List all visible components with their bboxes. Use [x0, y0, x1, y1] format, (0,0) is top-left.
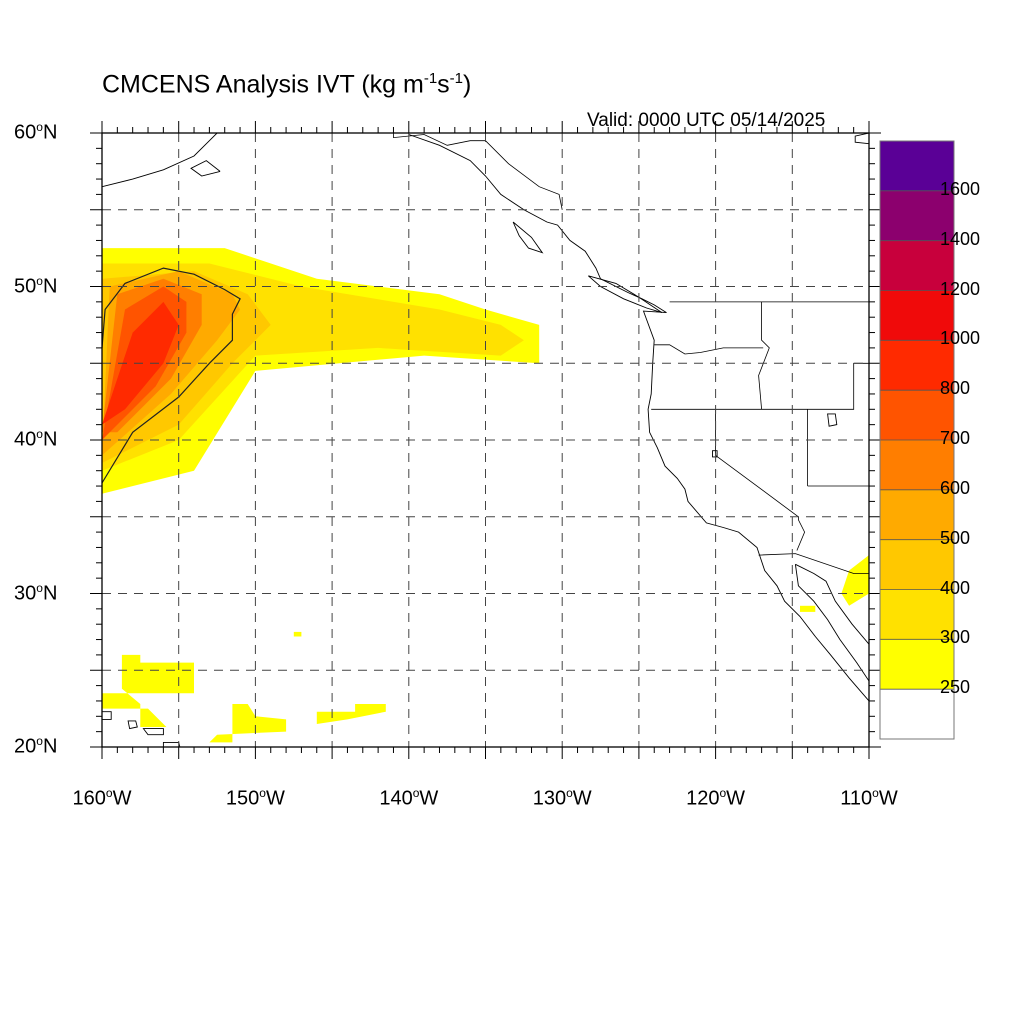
lon-tick-label: 120oW	[686, 786, 746, 810]
colorbar-swatch	[880, 539, 954, 590]
border-4	[651, 362, 869, 410]
lon-tick-label: 130oW	[532, 786, 592, 810]
coastline-5	[190, 160, 221, 177]
lon-tick-label: 140oW	[379, 786, 439, 810]
lat-tick-label: 50oN	[14, 273, 58, 298]
colorbar-swatch	[880, 689, 954, 739]
island-1	[127, 720, 138, 730]
coastline-6	[512, 221, 544, 254]
lat-tick-label: 30oN	[14, 580, 58, 605]
colorbar-label: 1000	[940, 328, 981, 349]
border-8	[758, 553, 869, 574]
colorbar-swatch	[880, 190, 954, 241]
colorbar-swatch	[880, 390, 954, 440]
lon-tick-label: 110oW	[840, 786, 898, 810]
colorbar-label: 300	[940, 627, 971, 648]
ivt-region-7	[102, 654, 194, 727]
lat-tick-label: 60oN	[14, 120, 58, 144]
colorbar-label: 400	[940, 577, 971, 598]
island-2	[142, 728, 164, 736]
colorbar-swatch	[880, 240, 954, 291]
lake-0	[827, 413, 838, 427]
colorbar-label: 700	[940, 428, 971, 448]
ivt-region-11	[841, 555, 869, 606]
ivt-region-10	[293, 631, 302, 637]
plot-frame	[101, 132, 870, 748]
border-0	[393, 133, 563, 210]
coastline-4	[102, 133, 218, 188]
border-3	[758, 301, 770, 410]
coastline-2	[795, 563, 869, 645]
colorbar-label: 600	[940, 477, 971, 498]
colorbar-frame	[879, 140, 955, 740]
colorbar-label: 1400	[940, 228, 981, 249]
coastline-0	[408, 134, 869, 702]
lat-tick-label: 20oN	[14, 734, 58, 758]
valid-time-label: Valid: 0000 UTC 05/14/2025	[587, 110, 826, 131]
map-title: CMCENS Analysis IVT (kg m-1s-1)	[102, 70, 472, 99]
colorbar-swatch	[880, 290, 954, 341]
ivt-region-12	[800, 605, 816, 612]
coastline-7	[588, 275, 663, 314]
axis-ticks	[90, 121, 881, 759]
colorbar	[879, 140, 955, 740]
lon-tick-label: 160oW	[72, 786, 132, 810]
border-5	[715, 409, 806, 551]
island-0	[102, 711, 112, 720]
colorbar-swatch	[880, 340, 954, 391]
colorbar-swatch	[880, 639, 954, 690]
ivt-shading-layer	[102, 248, 869, 743]
lake-1	[712, 450, 718, 458]
colorbar-swatch	[880, 141, 954, 191]
lon-tick-label: 150oW	[225, 786, 285, 810]
colorbar-swatch	[880, 440, 954, 490]
coastline-3	[854, 133, 869, 145]
ivt-region-8	[209, 704, 287, 743]
colorbar-label: 500	[940, 527, 971, 548]
border-2	[654, 344, 764, 355]
colorbar-label: 250	[940, 677, 971, 698]
lat-lon-grid	[102, 133, 869, 747]
ivt-region-9	[316, 704, 386, 724]
coastline-1	[794, 564, 869, 682]
colorbar-label: 1200	[940, 278, 981, 299]
colorbar-swatch	[880, 589, 954, 640]
island-3	[162, 741, 181, 747]
colorbar-label: 1600	[940, 178, 981, 199]
colorbar-swatch	[880, 489, 954, 540]
lat-tick-label: 40oN	[14, 427, 58, 451]
colorbar-label: 800	[940, 378, 971, 399]
